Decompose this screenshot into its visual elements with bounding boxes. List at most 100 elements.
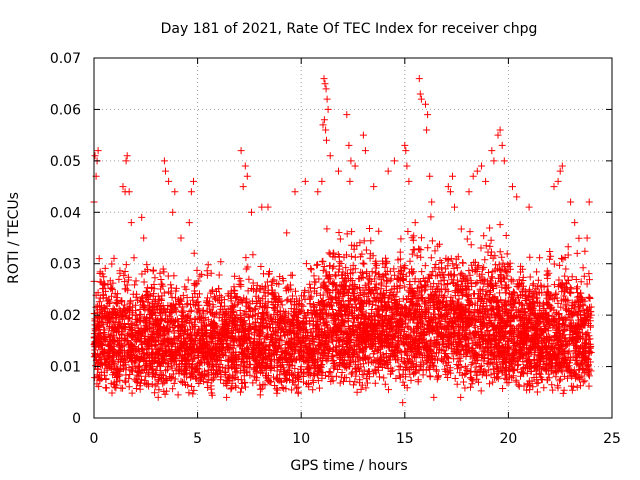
data-point [169,324,177,332]
data-point [426,373,434,381]
data-point [224,305,232,313]
data-point [297,347,305,354]
data-point [463,235,471,243]
data-point [314,261,321,269]
data-point [371,367,379,374]
data-point [246,339,254,347]
data-point [268,277,276,285]
data-point [418,234,425,242]
data-point [246,371,254,379]
data-point [208,346,216,354]
data-point [141,379,149,387]
data-point [109,318,117,326]
data-point [211,293,219,301]
data-point [306,294,314,302]
data-point [95,323,103,331]
data-point [133,296,141,304]
data-point [303,326,310,334]
data-point [287,353,295,361]
data-point [110,342,118,350]
data-point [145,325,153,333]
data-point [131,343,139,351]
data-point [91,315,99,323]
data-point [499,385,507,392]
data-point [241,317,249,325]
data-point [111,290,119,298]
data-point [299,333,307,341]
data-point [148,380,156,388]
data-point [166,353,174,360]
data-point [238,332,246,340]
data-point [181,355,189,363]
data-point [137,337,145,345]
data-point [146,306,154,313]
data-point [110,369,118,376]
data-point [199,335,206,343]
data-point [225,325,233,332]
data-point [181,283,189,291]
data-point [215,353,223,361]
data-point [155,351,162,359]
data-point [290,321,298,329]
data-point [268,318,276,325]
data-point [161,311,169,319]
data-point [96,323,104,331]
data-point [136,385,144,393]
data-point [109,311,116,319]
data-point [143,261,151,269]
data-point [160,306,168,314]
data-point [271,382,279,389]
data-point [183,344,191,352]
data-point [303,363,311,371]
data-point [307,284,314,292]
data-point [170,379,178,387]
data-point [263,319,271,327]
data-point [126,326,134,334]
data-point [407,376,415,384]
data-point [242,299,250,306]
data-point [300,320,308,328]
data-point [177,341,185,349]
data-point [179,379,186,387]
data-point [311,303,319,311]
data-point [275,280,283,288]
data-point [199,317,207,325]
data-point [133,290,141,298]
data-point [275,295,283,303]
data-point [199,326,207,334]
data-point [306,280,314,288]
data-point [350,381,357,389]
data-point [231,324,239,332]
data-point [283,375,291,383]
points-layer [90,75,595,407]
data-point [120,271,128,279]
data-point [391,271,399,279]
data-point [486,242,494,250]
data-point [263,278,271,286]
data-point [230,283,238,291]
data-point [292,300,300,308]
data-point [159,265,167,273]
data-point [309,376,317,384]
data-point [332,372,340,380]
data-point [230,335,238,342]
data-point [262,346,270,354]
data-point [304,358,312,366]
data-point [271,306,279,314]
data-point [487,236,495,244]
data-point [126,303,134,311]
data-point [317,363,325,371]
data-point [229,329,237,337]
data-point [120,325,128,333]
data-point [362,246,370,254]
data-point [173,350,181,358]
data-point [233,369,241,377]
data-point [310,278,318,286]
data-point [189,325,197,333]
data-point [238,384,246,392]
data-point [273,367,281,375]
data-point [182,338,189,346]
data-point [125,383,133,391]
data-point [184,346,192,353]
data-point [288,271,296,279]
